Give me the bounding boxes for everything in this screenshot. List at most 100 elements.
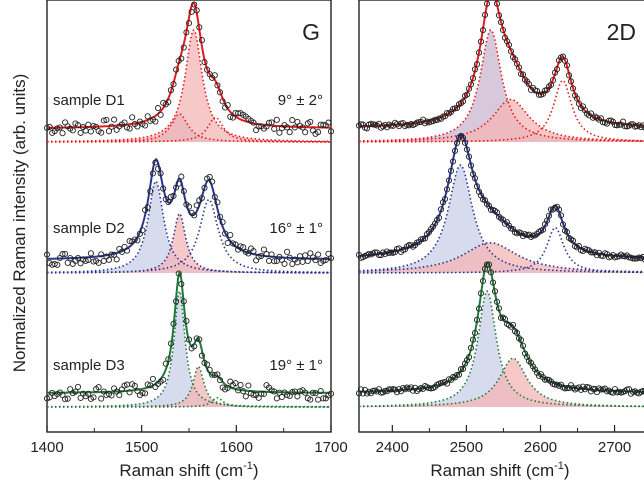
data-point xyxy=(317,387,324,395)
component-line-g-1-2 xyxy=(47,29,332,143)
data-point xyxy=(98,129,105,136)
data-point xyxy=(46,123,53,130)
data-point xyxy=(165,356,172,363)
data-point xyxy=(240,244,247,251)
data-point xyxy=(152,118,159,125)
series-2d-3 xyxy=(355,261,644,408)
data-point xyxy=(273,395,280,402)
data-point xyxy=(363,390,371,397)
data-point xyxy=(142,122,149,129)
data-point xyxy=(67,255,74,262)
data-point xyxy=(204,66,211,73)
data-point xyxy=(609,389,617,396)
series-g-1: sample D1 9° ± 2° xyxy=(43,1,335,143)
data-point xyxy=(455,371,463,378)
data-point xyxy=(423,231,431,238)
data-point xyxy=(473,183,481,190)
data-point xyxy=(62,250,69,257)
data-point xyxy=(131,236,138,243)
data-point xyxy=(467,344,475,351)
data-point xyxy=(555,57,563,64)
data-point xyxy=(505,41,513,48)
data-point xyxy=(237,381,244,389)
data-point xyxy=(431,383,439,390)
data-point xyxy=(224,102,231,109)
data-point xyxy=(387,249,395,256)
data-point xyxy=(307,396,314,403)
y-axis-title: Normalized Raman intensity (arb. units) xyxy=(10,74,29,373)
data-point xyxy=(165,198,172,206)
sample-label-3: sample D3 xyxy=(53,357,125,374)
data-point xyxy=(123,247,131,254)
component-line-2d-2-3 xyxy=(359,226,644,274)
data-point xyxy=(451,147,459,154)
data-point xyxy=(545,212,553,219)
data-point xyxy=(227,231,234,239)
data-point xyxy=(563,384,571,392)
data-point xyxy=(487,206,495,213)
data-point xyxy=(437,206,445,213)
data-point xyxy=(309,389,316,396)
data-point xyxy=(473,316,481,323)
data-point xyxy=(469,336,477,343)
data-point xyxy=(621,123,629,130)
data-point xyxy=(405,242,413,249)
data-point xyxy=(529,363,537,370)
data-point xyxy=(232,380,239,387)
data-point xyxy=(178,173,185,180)
component-line-2d-3-2 xyxy=(359,357,644,408)
fit-curve-g-3 xyxy=(47,271,331,394)
data-point xyxy=(273,116,280,123)
data-point xyxy=(69,127,76,134)
data-point xyxy=(147,188,154,195)
data-point xyxy=(111,116,118,123)
data-point xyxy=(201,184,208,191)
data-point xyxy=(299,124,306,131)
data-point xyxy=(431,220,439,227)
data-point xyxy=(571,92,579,99)
data-point xyxy=(224,239,231,247)
data-point xyxy=(463,146,471,153)
data-point xyxy=(170,320,177,327)
data-point xyxy=(515,64,523,71)
data-point xyxy=(258,252,265,259)
data-point xyxy=(242,393,249,400)
data-point xyxy=(475,49,483,56)
data-point xyxy=(255,253,262,260)
data-point xyxy=(165,98,172,106)
panel-2d-frame xyxy=(358,0,644,433)
data-point xyxy=(471,329,479,336)
data-point xyxy=(185,20,193,27)
data-point xyxy=(191,1,198,8)
data-point xyxy=(302,129,309,136)
data-point xyxy=(459,98,467,105)
data-point xyxy=(253,257,260,264)
component-fill-2d-3-2 xyxy=(359,358,644,407)
data-point xyxy=(43,251,51,258)
data-point xyxy=(463,357,471,364)
data-point xyxy=(479,277,487,285)
data-point xyxy=(87,128,94,135)
data-point xyxy=(214,371,221,378)
data-point xyxy=(543,86,551,93)
data-point xyxy=(551,381,559,388)
data-point xyxy=(377,389,385,396)
data-point xyxy=(467,162,475,169)
data-point xyxy=(121,243,128,250)
component-line-g-2-3 xyxy=(47,198,331,274)
data-point xyxy=(180,188,187,195)
data-point xyxy=(509,225,517,233)
data-point xyxy=(204,361,211,368)
data-point xyxy=(59,251,66,258)
data-point xyxy=(90,394,97,401)
data-point xyxy=(255,123,262,130)
data-point xyxy=(170,81,177,88)
data-point xyxy=(131,382,138,389)
data-point xyxy=(509,321,517,328)
data-point xyxy=(85,256,92,263)
data-point xyxy=(465,354,473,361)
data-point xyxy=(593,114,601,121)
data-point xyxy=(250,391,257,398)
data-point xyxy=(435,214,443,221)
panel-2d-label: 2D xyxy=(607,19,636,45)
